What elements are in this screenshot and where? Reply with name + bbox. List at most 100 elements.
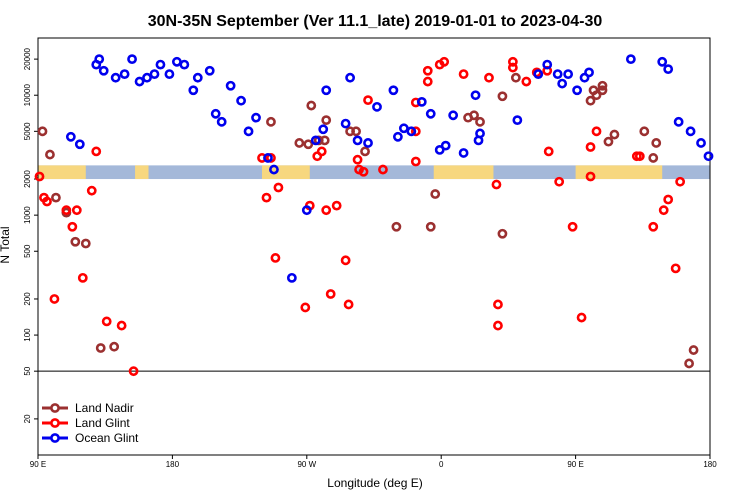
point-ocean-glint <box>458 148 469 158</box>
point-land-nadir <box>597 80 608 91</box>
point-land-nadir <box>639 126 650 137</box>
point-land-glint <box>128 366 139 377</box>
point-land-nadir <box>266 116 276 127</box>
point-ocean-glint <box>352 135 363 146</box>
point-land-glint <box>71 205 82 216</box>
point-land-nadir <box>648 153 659 163</box>
point-land-glint <box>34 171 45 182</box>
point-ocean-glint <box>584 67 594 78</box>
point-land-glint <box>67 221 78 232</box>
y-tick-label: 50 <box>23 366 32 375</box>
point-land-nadir <box>469 110 479 121</box>
point-ocean-glint <box>98 65 109 76</box>
point-land-glint <box>663 194 674 205</box>
axes: 90 E 180 90 W 0 90 E 180 20 50 100 200 500 1000 2000… <box>23 37 717 469</box>
point-ocean-glint <box>192 72 203 83</box>
point-land-glint <box>585 171 596 182</box>
point-ocean-glint <box>119 69 130 80</box>
point-land-nadir <box>351 126 361 137</box>
point-land-nadir <box>319 135 330 146</box>
point-ocean-glint <box>372 101 382 112</box>
point-ocean-glint <box>663 64 674 75</box>
point-ocean-glint <box>204 65 215 76</box>
point-land-glint <box>321 205 332 216</box>
point-land-nadir <box>95 343 106 353</box>
point-ocean-glint <box>406 126 417 137</box>
point-ocean-glint <box>470 90 481 101</box>
point-ocean-glint <box>251 112 261 123</box>
point-ocean-glint <box>696 138 706 148</box>
point-land-glint <box>585 142 596 152</box>
legend-label-land-nadir: Land Nadir <box>75 401 134 415</box>
point-ocean-glint <box>625 54 636 65</box>
y-tick-label: 2000 <box>23 170 32 188</box>
point-ocean-glint <box>263 153 273 163</box>
point-land-glint <box>675 176 686 187</box>
point-ocean-glint <box>448 110 459 121</box>
point-land-glint <box>378 164 388 175</box>
point-ocean-glint <box>416 96 427 107</box>
point-land-glint <box>316 146 327 157</box>
x-axis-label: Longitude (deg E) <box>327 476 422 490</box>
point-ocean-glint <box>475 128 485 139</box>
point-ocean-glint <box>155 59 166 70</box>
point-land-glint <box>270 253 281 263</box>
series-ocean-glint <box>65 54 714 283</box>
point-ocean-glint <box>134 76 145 87</box>
point-land-nadir <box>109 341 120 352</box>
point-ocean-glint <box>657 56 668 67</box>
point-ocean-glint <box>425 108 436 119</box>
point-land-glint <box>325 289 336 299</box>
x-tick-label: 90 E <box>567 460 583 469</box>
point-land-glint <box>507 62 518 73</box>
point-ocean-glint <box>572 85 582 96</box>
legend-marker-ocean-glint <box>50 433 60 443</box>
point-land-nadir <box>684 358 694 369</box>
point-ocean-glint <box>216 116 227 127</box>
point-ocean-glint <box>340 118 351 129</box>
band-land-segment <box>575 165 663 180</box>
point-land-glint <box>343 299 354 310</box>
point-ocean-glint <box>321 85 332 96</box>
y-tick-label: 100 <box>23 328 32 342</box>
point-land-nadir <box>510 72 521 83</box>
point-land-glint <box>331 200 342 211</box>
point-land-glint <box>77 272 88 283</box>
point-ocean-glint <box>142 72 152 83</box>
point-land-glint <box>493 320 503 331</box>
point-land-glint <box>648 221 659 232</box>
point-land-glint <box>422 65 433 76</box>
band-land-segment <box>135 165 149 180</box>
point-ocean-glint <box>236 95 246 106</box>
point-ocean-glint <box>127 54 137 65</box>
point-ocean-glint <box>149 69 160 80</box>
point-ocean-glint <box>392 131 403 142</box>
band-land-segment <box>433 165 494 180</box>
point-land-glint <box>658 205 669 216</box>
point-land-glint <box>410 126 421 137</box>
point-ocean-glint <box>243 126 254 137</box>
point-ocean-glint <box>310 135 321 146</box>
point-land-glint <box>42 196 52 207</box>
point-land-glint <box>116 320 127 331</box>
point-land-nadir <box>70 236 81 247</box>
plot-frame <box>37 37 711 456</box>
point-land-nadir <box>609 129 620 140</box>
x-tick-label: 0 <box>439 460 444 469</box>
point-land-nadir <box>430 189 441 199</box>
point-ocean-glint <box>398 123 409 134</box>
point-land-glint <box>261 192 272 203</box>
point-land-nadir <box>51 192 61 203</box>
point-ocean-glint <box>318 124 329 135</box>
y-axis-label: N Total <box>0 226 12 263</box>
band-land-segment <box>262 165 310 180</box>
point-ocean-glint <box>542 59 553 70</box>
point-land-nadir <box>321 115 332 126</box>
point-land-glint <box>543 146 554 157</box>
band-ocean <box>38 165 710 180</box>
point-ocean-glint <box>563 69 574 80</box>
point-land-glint <box>567 221 578 232</box>
point-ocean-glint <box>171 56 182 67</box>
point-land-nadir <box>603 136 614 147</box>
point-ocean-glint <box>388 85 399 96</box>
